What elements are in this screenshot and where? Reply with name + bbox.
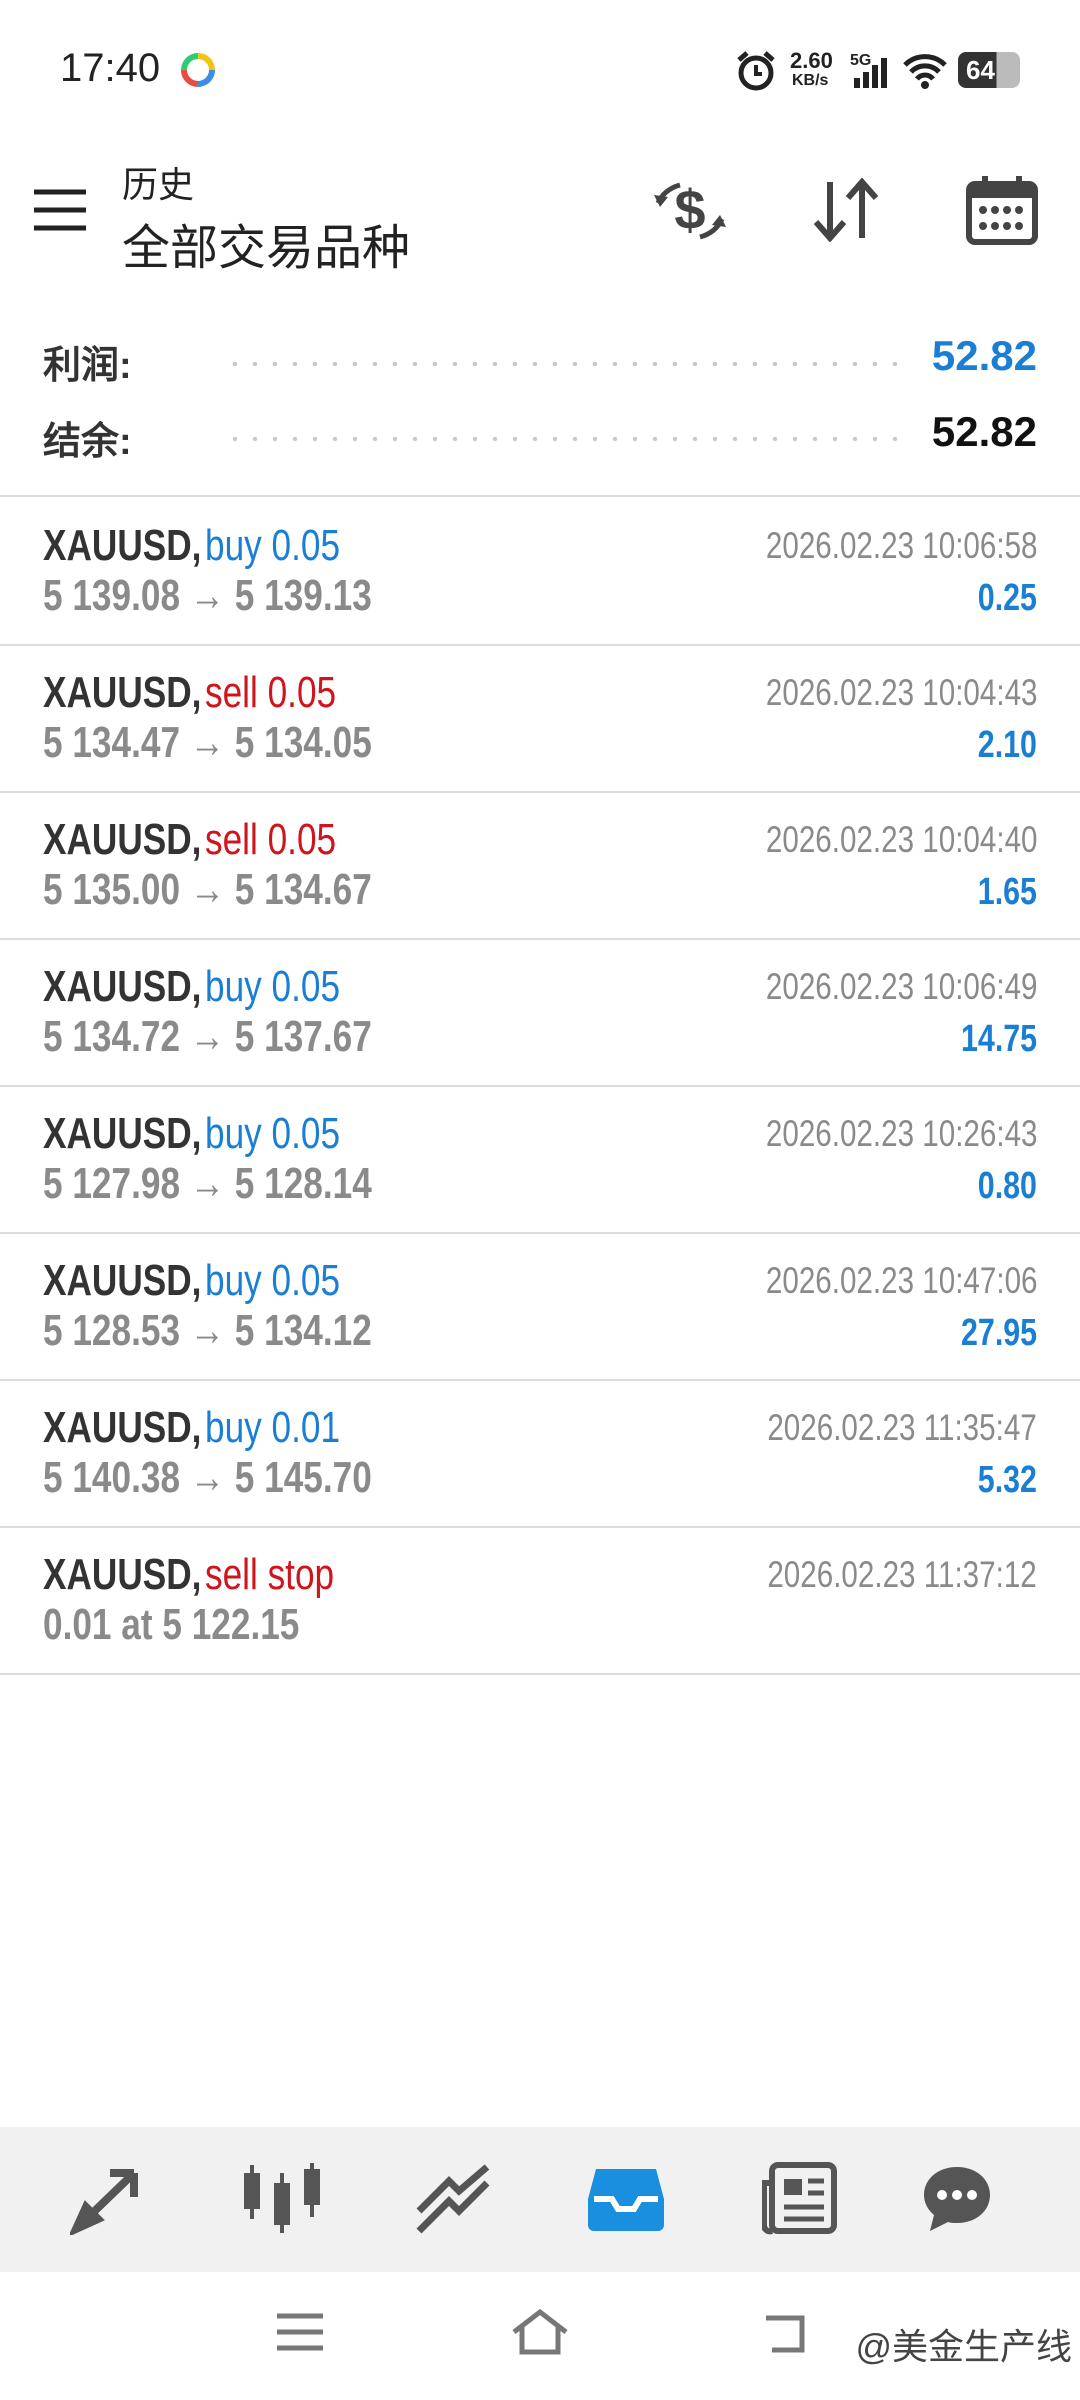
- trade-prices: 5 128.53 → 5 134.12: [43, 1306, 372, 1355]
- trade-time: 2026.02.23 10:06:49: [765, 966, 1037, 1007]
- trade-symbol: XAUUSD,: [43, 1256, 202, 1305]
- trade-profit: 1.65: [977, 871, 1037, 913]
- balance-label: 结余:: [43, 421, 132, 463]
- profit-value: 52.82: [931, 332, 1037, 379]
- trade-row[interactable]: XAUUSD, sell stop 0.01 at 5 122.15 2026.02…: [0, 1526, 1080, 1675]
- sort-button[interactable]: [810, 178, 882, 242]
- nav-chart[interactable]: [242, 2159, 322, 2237]
- trade-profit: 0.25: [977, 577, 1037, 619]
- trade-prices: 5 127.98 → 5 128.14: [43, 1159, 372, 1208]
- sys-home[interactable]: [510, 2308, 570, 2356]
- trade-side: buy 0.05: [204, 1109, 341, 1158]
- header-subtitle: 历史: [122, 164, 195, 205]
- app-icon: [181, 53, 215, 87]
- trade-time: 2026.02.23 10:26:43: [765, 1113, 1037, 1154]
- trade-symbol: XAUUSD,: [43, 1550, 202, 1599]
- trade-profit: 5.32: [977, 1459, 1037, 1501]
- network-type: 5G: [850, 52, 872, 69]
- wifi-icon: [903, 54, 947, 89]
- watermark: @美金生产线: [855, 2326, 1072, 2367]
- trade-side: sell 0.05: [204, 815, 337, 864]
- trade-title: XAUUSD, buy 0.05: [43, 1109, 340, 1159]
- trade-side: buy 0.05: [204, 521, 341, 570]
- trade-title: XAUUSD, buy 0.05: [43, 962, 340, 1012]
- calendar-button[interactable]: [965, 172, 1039, 246]
- trade-side: buy 0.01: [204, 1403, 341, 1452]
- trade-symbol: XAUUSD,: [43, 1403, 202, 1452]
- trade-title: XAUUSD, buy 0.01: [43, 1403, 340, 1453]
- battery: 64: [958, 52, 1020, 88]
- trade-row[interactable]: XAUUSD, buy 0.01 5 140.38 → 5 145.70 2026.…: [0, 1379, 1080, 1528]
- trade-time: 2026.02.23 11:37:12: [767, 1554, 1037, 1595]
- trade-side: buy 0.05: [204, 962, 341, 1011]
- menu-button[interactable]: [32, 188, 88, 232]
- trade-time: 2026.02.23 10:04:40: [765, 819, 1037, 860]
- dot-leader: [225, 362, 905, 366]
- trade-title: XAUUSD, buy 0.05: [43, 521, 340, 571]
- trade-side: sell stop: [204, 1550, 335, 1599]
- net-speed: 2.60: [790, 48, 833, 73]
- trade-prices: 5 139.08 → 5 139.13: [43, 571, 372, 620]
- dot-leader: [225, 437, 905, 441]
- net-speed-unit: KB/s: [792, 72, 829, 89]
- trade-row[interactable]: XAUUSD, sell 0.05 5 134.47 → 5 134.05 2026…: [0, 644, 1080, 793]
- sys-menu[interactable]: [275, 2312, 325, 2352]
- trade-title: XAUUSD, sell 0.05: [43, 815, 336, 865]
- trade-title: XAUUSD, sell 0.05: [43, 668, 336, 718]
- trade-prices: 0.01 at 5 122.15: [43, 1600, 300, 1649]
- alarm-icon: [737, 51, 775, 91]
- trade-symbol: XAUUSD,: [43, 1109, 202, 1158]
- divider: [0, 495, 1080, 497]
- nav-history[interactable]: [588, 2163, 664, 2231]
- nav-quotes[interactable]: [70, 2165, 146, 2235]
- trade-profit: 0.80: [977, 1165, 1037, 1207]
- trade-title: XAUUSD, buy 0.05: [43, 1256, 340, 1306]
- signal-icon: [854, 58, 887, 88]
- header-title[interactable]: 全部交易品种: [122, 222, 411, 275]
- nav-chat[interactable]: [920, 2163, 994, 2233]
- trade-time: 2026.02.23 10:47:06: [765, 1260, 1037, 1301]
- trade-profit: 2.10: [977, 724, 1037, 766]
- trade-side: sell 0.05: [204, 668, 337, 717]
- trade-symbol: XAUUSD,: [43, 815, 202, 864]
- trade-prices: 5 134.72 → 5 137.67: [43, 1012, 372, 1061]
- balance-value: 52.82: [931, 408, 1037, 455]
- trade-time: 2026.02.23 10:06:58: [765, 525, 1037, 566]
- profit-label: 利润:: [43, 345, 132, 387]
- trade-profit: 14.75: [960, 1018, 1037, 1060]
- trade-row[interactable]: XAUUSD, buy 0.05 5 128.53 → 5 134.12 2026.…: [0, 1232, 1080, 1381]
- trade-row[interactable]: XAUUSD, buy 0.05 5 127.98 → 5 128.14 2026.…: [0, 1085, 1080, 1234]
- trade-side: buy 0.05: [204, 1256, 341, 1305]
- trade-profit: 27.95: [960, 1312, 1037, 1354]
- trade-symbol: XAUUSD,: [43, 521, 202, 570]
- trade-title: XAUUSD, sell stop: [43, 1550, 334, 1600]
- status-time: 17:40: [60, 46, 161, 90]
- trade-row[interactable]: XAUUSD, buy 0.05 5 134.72 → 5 137.67 2026.…: [0, 938, 1080, 1087]
- trade-row[interactable]: XAUUSD, buy 0.05 5 139.08 → 5 139.13 2026.…: [0, 497, 1080, 646]
- trade-symbol: XAUUSD,: [43, 668, 202, 717]
- trade-time: 2026.02.23 10:04:43: [765, 672, 1037, 713]
- sys-back[interactable]: [762, 2314, 812, 2354]
- trade-row[interactable]: XAUUSD, sell 0.05 5 135.00 → 5 134.67 2026…: [0, 791, 1080, 940]
- bottom-nav: [0, 2127, 1080, 2272]
- nav-news[interactable]: [762, 2161, 838, 2235]
- trade-prices: 5 135.00 → 5 134.67: [43, 865, 372, 914]
- trade-symbol: XAUUSD,: [43, 962, 202, 1011]
- svg-text:$: $: [674, 178, 705, 241]
- trade-time: 2026.02.23 11:35:47: [767, 1407, 1037, 1448]
- trade-prices: 5 140.38 → 5 145.70: [43, 1453, 372, 1502]
- currency-button[interactable]: $: [650, 175, 730, 247]
- trade-prices: 5 134.47 → 5 134.05: [43, 718, 372, 767]
- nav-trade[interactable]: [415, 2163, 491, 2235]
